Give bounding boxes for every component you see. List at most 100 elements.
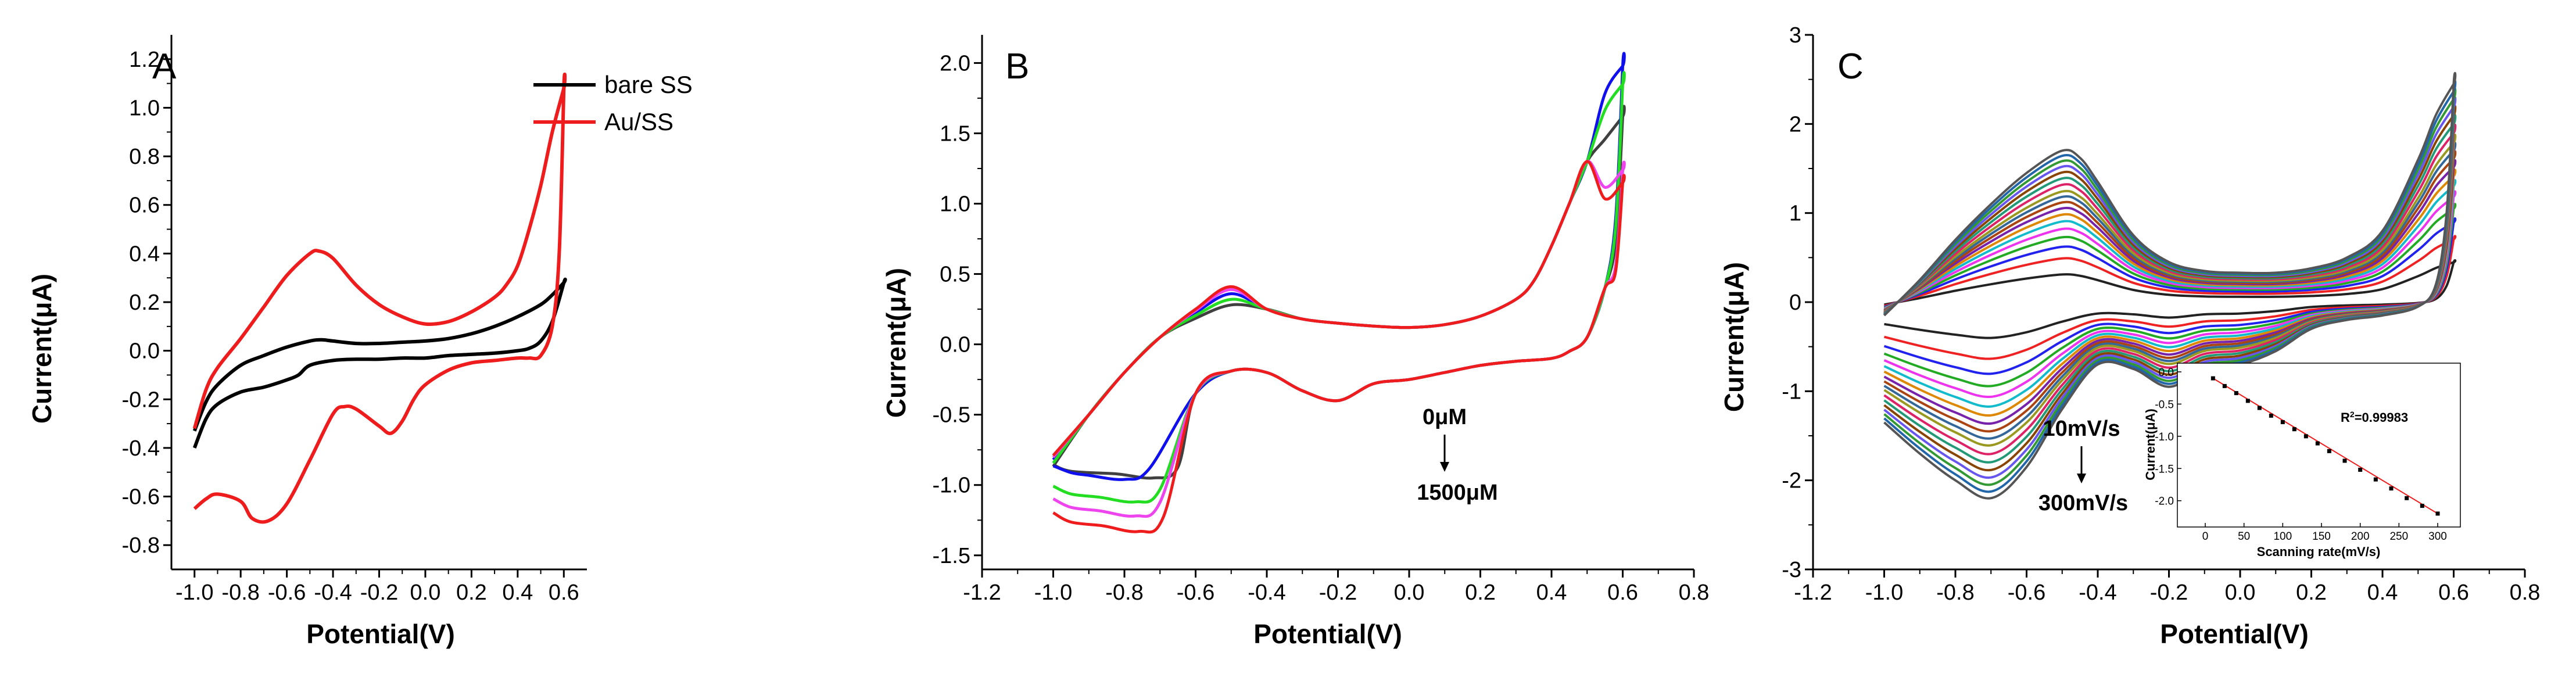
panel-a-ylabel: Current(μA) [27, 274, 57, 424]
series-0-m [1052, 105, 1626, 480]
panel-b-annotation-bottom: 1500μM [1417, 481, 1497, 505]
inset-y-tick-label: 0.0 [2159, 367, 2174, 379]
inset-point [2245, 399, 2250, 403]
series-25mv-s [1883, 235, 2457, 360]
inset-point [2269, 413, 2273, 418]
panel-b-y-tick-label: 1.5 [940, 121, 970, 146]
panel-b-xlabel: Potential(V) [1253, 619, 1402, 649]
panel-b-annotation-top: 0μM [1423, 405, 1467, 429]
panel-a-x-tick-label: 0.0 [410, 580, 441, 605]
inset-point [2315, 441, 2320, 446]
inset-y-tick-label: -1.0 [2155, 431, 2174, 443]
panel-b-ylabel: Current(μA) [881, 268, 911, 418]
legend-label-au-ss: Au/SS [604, 108, 673, 135]
inset-point [2222, 383, 2227, 388]
panel-b-x-tick-label: 0.8 [1679, 580, 1710, 605]
panel-a-y-tick-label: -0.2 [122, 388, 160, 412]
panel-c-y-tick-label: 0 [1789, 291, 1801, 315]
panel-a-x-tick-label: 0.4 [502, 580, 533, 605]
panel-b-x-tick-label: 0.2 [1465, 580, 1496, 605]
panel-c-x-tick-label: 0.8 [2510, 580, 2541, 605]
series-au-ss [192, 72, 567, 524]
panel-b-x-tick-label: -1.0 [1034, 580, 1072, 605]
series-85mv-s [1883, 179, 2457, 408]
inset-point [2405, 496, 2409, 500]
series-55mv-s [1883, 203, 2457, 388]
panel-c-annotation-top: 10mV/s [2043, 417, 2120, 441]
panel-b-x-tick-label: -0.2 [1319, 580, 1357, 605]
panel-c-x-tick-label: 0.2 [2296, 580, 2327, 605]
panel-a-x-tick-label: -0.8 [221, 580, 259, 605]
panel-a-curves [192, 72, 567, 524]
panel-c-x-tick-label: -0.6 [2008, 580, 2045, 605]
inset-xlabel: Scanning rate(mV/s) [2257, 544, 2381, 559]
panel-b-y-tick-label: 0.5 [940, 263, 970, 287]
panel-c-x-tick-label: -0.8 [1936, 580, 1974, 605]
inset-x-tick-label: 200 [2351, 530, 2370, 543]
panel-a-y-tick-label: 0.2 [129, 291, 160, 315]
inset-x-tick-label: 300 [2428, 530, 2447, 543]
panel-a-x-tick-label: -0.6 [268, 580, 306, 605]
panel-c-curves [1883, 71, 2457, 500]
inset-point [2358, 468, 2363, 472]
panel-c-label: C [1837, 46, 1864, 87]
inset-point [2234, 391, 2238, 396]
inset-point [2280, 420, 2285, 424]
panel-a-y-tick-label: -0.6 [122, 485, 160, 510]
series-curve-2 [1052, 52, 1626, 481]
series-bare-ss [192, 277, 567, 449]
panel-c-inset: 0 50 100 150 200 250 300 0.0 -0.5 -1.0 -1.5 -2.0 Sc… [2143, 363, 2461, 559]
inset-x-tick-label: 50 [2238, 530, 2250, 543]
inset-point [2327, 449, 2331, 453]
panel-a-y-tick-label: -0.8 [122, 533, 160, 558]
panel-b-arrow-head [1440, 462, 1449, 472]
series-10mv-s [1884, 259, 2457, 339]
inset-annotation: R2=0.99983 [2341, 410, 2408, 425]
inset-point [2292, 427, 2296, 432]
inset-axes: 0 50 100 150 200 250 300 0.0 -0.5 -1.0 -1.5 -2.0 [2155, 367, 2447, 543]
panel-c-y-tick-label: -3 [1782, 558, 1801, 582]
panel-c-y-tick-label: 2 [1789, 112, 1801, 137]
panel-b: B -1.2 -1.0 -0.8 -0.6 -0.4 -0.2 0.0 0.2 0.4 0.6 0.… [881, 35, 1709, 649]
panel-a-axes: -1.0 -0.8 -0.6 -0.4 -0.2 0.0 0.2 0.4 0.6 -0.8 -0.6… [122, 35, 587, 605]
panel-a-y-tick-label: 0.0 [129, 339, 160, 364]
panel-b-label: B [1005, 46, 1029, 87]
inset-y-tick-label: -1.5 [2155, 463, 2174, 475]
panel-c: C -1.2 -1.0 -0.8 -0.6 -0.4 -0.2 0.0 0.2 0.4 0.6 0.… [1719, 23, 2540, 649]
panel-a-y-tick-label: 0.4 [129, 242, 160, 266]
panel-a-x-tick-label: 0.2 [456, 580, 487, 605]
panel-a-x-tick-label: -1.0 [175, 580, 213, 605]
panel-a-legend: bare SS Au/SS [533, 71, 693, 135]
panel-c-xlabel: Potential(V) [2160, 619, 2309, 649]
panel-b-axes: -1.2 -1.0 -0.8 -0.6 -0.4 -0.2 0.0 0.2 0.4 0.6 0.8 -… [933, 35, 1710, 605]
panel-a-y-tick-label: 1.0 [129, 96, 160, 120]
panel-b-x-tick-label: 0.4 [1536, 580, 1567, 605]
inset-point [2342, 458, 2347, 463]
panel-b-y-tick-label: -0.5 [933, 403, 970, 428]
series-1500-m [1052, 160, 1626, 534]
panel-a-y-tick-label: 1.2 [129, 48, 160, 72]
panel-a-xlabel: Potential(V) [306, 619, 455, 649]
inset-point [2257, 406, 2262, 410]
panel-c-ylabel: Current(μA) [1719, 262, 1749, 412]
panel-b-y-tick-label: 0.0 [940, 333, 970, 357]
panel-b-y-tick-label: 2.0 [940, 51, 970, 76]
inset-x-tick-label: 250 [2389, 530, 2408, 543]
panel-c-y-tick-label: 1 [1789, 202, 1801, 226]
inset-point [2303, 434, 2308, 439]
panel-c-y-tick-label: 3 [1789, 23, 1801, 48]
panel-c-x-tick-label: 0.4 [2367, 580, 2398, 605]
inset-point [2389, 486, 2394, 491]
inset-x-tick-label: 0 [2202, 530, 2209, 543]
panel-c-x-tick-label: -0.4 [2079, 580, 2116, 605]
inset-fit-line [2212, 378, 2438, 514]
inset-point [2435, 511, 2440, 516]
panel-c-y-tick-label: -2 [1782, 469, 1801, 493]
panel-b-y-tick-label: 1.0 [940, 192, 970, 217]
panel-b-x-tick-label: -0.6 [1177, 580, 1214, 605]
panel-a-x-tick-label: -0.4 [314, 580, 352, 605]
panel-a-x-tick-label: -0.2 [360, 580, 398, 605]
panel-b-x-tick-label: 0.6 [1607, 580, 1638, 605]
inset-y-tick-label: -0.5 [2155, 399, 2174, 411]
